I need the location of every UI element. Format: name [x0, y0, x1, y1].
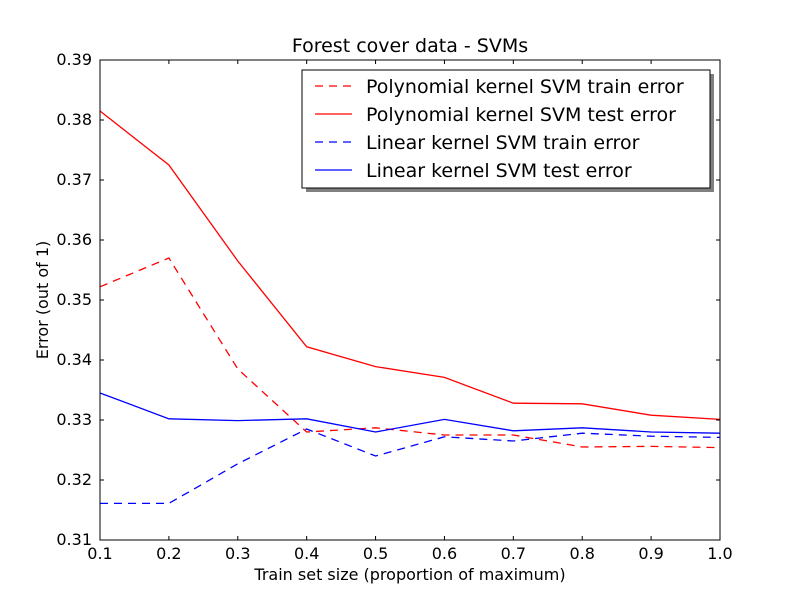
- x-tick-label: 0.5: [363, 544, 388, 563]
- series-line-linear-kernel-svm-test-error: [99, 392, 721, 434]
- y-tick-label: 0.37: [56, 170, 92, 189]
- y-tick-label: 0.32: [56, 470, 92, 489]
- plot-frame: [99, 59, 721, 541]
- plot-area: [99, 110, 721, 505]
- y-tick-label: 0.33: [56, 410, 92, 429]
- y-tick-label: 0.38: [56, 110, 92, 129]
- legend-label-linear-kernel-svm-train-error: Linear kernel SVM train error: [366, 132, 640, 154]
- x-tick-label: 1.0: [707, 544, 732, 563]
- legend-box: [301, 69, 711, 189]
- chart-title: Forest cover data - SVMs: [292, 35, 528, 57]
- axis-ticks: 0.1 0.2 0.3 0.4 0.5 0.6 0.7 0.8 0.9 1.0 0.31 0.32 0.…: [56, 50, 732, 563]
- x-tick-label: 0.1: [87, 544, 112, 563]
- y-tick-label: 0.34: [56, 350, 92, 369]
- y-tick-label: 0.31: [56, 530, 92, 549]
- x-tick-label: 0.7: [501, 544, 526, 563]
- y-axis-label: Error (out of 1): [33, 241, 52, 360]
- x-tick-label: 0.4: [294, 544, 319, 563]
- series-line-polynomial-kernel-svm-test-error: [99, 110, 721, 421]
- legend-label-polynomial-kernel-svm-test-error: Polynomial kernel SVM test error: [366, 104, 676, 126]
- x-axis-label: Train set size (proportion of maximum): [253, 565, 565, 584]
- y-tick-label: 0.36: [56, 230, 92, 249]
- x-tick-label: 0.6: [432, 544, 457, 563]
- x-tick-label: 0.9: [638, 544, 663, 563]
- legend-label-polynomial-kernel-svm-train-error: Polynomial kernel SVM train error: [366, 76, 684, 98]
- legend: Polynomial kernel SVM train error Polynom…: [301, 69, 714, 192]
- x-tick-label: 0.2: [156, 544, 181, 563]
- y-tick-label: 0.35: [56, 290, 92, 309]
- series-line-linear-kernel-svm-train-error: [100, 428, 721, 505]
- x-tick-label: 0.3: [225, 544, 250, 563]
- legend-label-linear-kernel-svm-test-error: Linear kernel SVM test error: [366, 160, 632, 182]
- y-tick-label: 0.39: [56, 50, 92, 69]
- x-tick-label: 0.8: [569, 544, 594, 563]
